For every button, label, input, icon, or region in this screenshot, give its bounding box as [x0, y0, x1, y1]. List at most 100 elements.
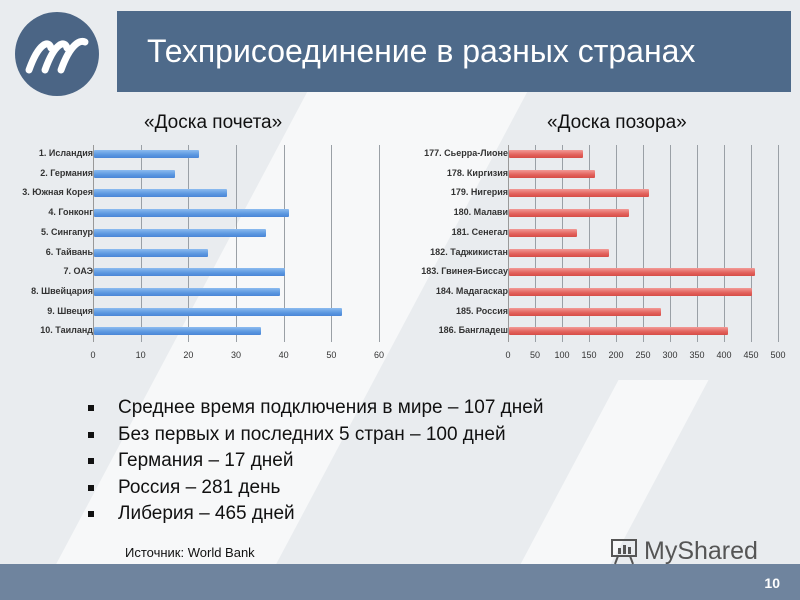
y-axis [508, 145, 509, 342]
gridline [643, 145, 644, 342]
bar-row: 182. Таджикистан [430, 244, 778, 264]
gridline [331, 145, 333, 342]
category-label: 182. Таджикистан [430, 246, 508, 257]
watermark-text: MyShared [644, 536, 758, 565]
gridline [562, 145, 563, 342]
x-tick-label: 60 [373, 350, 385, 360]
x-tick-label: 250 [635, 350, 651, 360]
data-bar [94, 169, 176, 178]
gridline [724, 145, 725, 342]
data-bar [94, 248, 209, 257]
bar-row: 1. Исландия [39, 145, 379, 165]
category-label: 6. Тайвань [45, 246, 93, 257]
data-bar [509, 228, 577, 237]
category-label: 10. Таиланд [40, 325, 93, 336]
gridline [697, 145, 698, 342]
bar-row: 4. Гонконг [48, 204, 379, 224]
bar-row: 177. Сьерра-Лионе [424, 145, 778, 165]
bar-row: 6. Тайвань [46, 244, 379, 264]
category-label: 178. Киргизия [446, 167, 508, 178]
x-tick-label: 200 [608, 350, 624, 360]
x-tick-label: 300 [662, 350, 678, 360]
bar-row: 186. Бангладеш [439, 322, 778, 342]
category-label: 184. Мадагаскар [435, 285, 508, 296]
x-tick-label: 350 [689, 350, 705, 360]
bar-row: 7. ОАЭ [64, 263, 379, 283]
x-tick-label: 20 [183, 350, 194, 360]
category-label: 1. Исландия [38, 148, 93, 158]
x-tick-label: 50 [326, 350, 337, 360]
bullet-item: Без первых и последних 5 стран – 100 дне… [88, 422, 543, 449]
data-bar [94, 228, 266, 237]
category-label: 4. Гонконг [48, 207, 93, 218]
category-label: 9. Швеция [47, 305, 93, 316]
gridline [535, 145, 536, 342]
x-tick-label: 150 [581, 350, 597, 360]
bar-row: 2. Германия [40, 165, 379, 185]
page-number: 10 [764, 575, 780, 591]
x-tick-label: 30 [230, 350, 242, 360]
subtitle-shame-board: «Доска позора» [547, 112, 687, 133]
bar-row: 9. Швеция [47, 303, 379, 323]
category-label: 181. Сенегал [451, 226, 508, 237]
gridline [236, 145, 237, 342]
bar-row: 5. Сингапур [41, 224, 379, 244]
data-bar [509, 189, 650, 198]
company-logo [15, 12, 99, 96]
honor-board-chart: 0 10 20 30 40 50 60 1. Исландия 2. Германия 3. Юж… [22, 145, 384, 360]
data-bar [94, 268, 285, 277]
data-bar [94, 287, 280, 296]
bar-row: 179. Нигерия [451, 184, 778, 204]
gridline [140, 145, 142, 342]
x-tick-label: 450 [743, 350, 759, 360]
bar-row: 183. Гвинея-Биссау [421, 263, 778, 283]
category-label: 8. Швейцария [31, 285, 93, 296]
bar-row: 3. Южная Корея [22, 184, 379, 204]
gridline [670, 145, 671, 342]
x-tick-label: 100 [554, 350, 570, 360]
gridline [379, 145, 380, 342]
presentation-board-icon [611, 539, 637, 565]
bar-row: 184. Мадагаскар [436, 283, 778, 303]
logo-waves-icon [25, 37, 89, 74]
bar-row: 180. Малави [454, 204, 778, 224]
source-note: Источник: World Bank [125, 545, 255, 560]
data-bar [94, 150, 199, 158]
gridline [751, 145, 752, 342]
x-tick-label: 0 [505, 350, 511, 360]
category-label: 177. Сьерра-Лионе [424, 148, 508, 158]
gridline [616, 145, 617, 342]
bar-row: 181. Сенегал [452, 224, 778, 244]
bullet-item: Россия – 281 день [88, 475, 543, 502]
x-tick-label: 500 [770, 350, 786, 360]
footer-bar [0, 564, 800, 600]
category-label: 2. Германия [40, 167, 93, 178]
bullet-item: Либерия – 465 дней [88, 501, 543, 528]
x-tick-label: 0 [90, 350, 96, 360]
shame-board-chart: 0 50 100 150 200 250 300 350 400 450 500 177. Сьерр… [421, 145, 786, 360]
x-tick-label: 50 [529, 350, 541, 360]
category-label: 185. Россия [456, 305, 508, 316]
bullet-list: Среднее время подключения в мире – 107 д… [88, 395, 543, 528]
data-bar [94, 327, 261, 336]
watermark: MyShared [608, 536, 758, 566]
gridline [188, 145, 190, 342]
category-label: 179. Нигерия [450, 187, 508, 198]
bar-row: 8. Швейцария [31, 283, 379, 303]
data-bar [509, 209, 629, 218]
category-label: 186. Бангладеш [438, 325, 508, 336]
bar-row: 185. Россия [456, 303, 778, 323]
page-title: Техприсоединение в разных странах [147, 33, 696, 69]
data-bar [509, 248, 609, 257]
data-bar [94, 209, 290, 218]
data-bar [509, 169, 595, 178]
data-bar [94, 189, 228, 198]
subtitle-honor-board: «Доска почета» [144, 112, 283, 133]
data-bar [94, 307, 342, 316]
category-label: 183. Гвинея-Биссау [421, 266, 508, 277]
category-label: 3. Южная Корея [22, 187, 93, 198]
data-bar [509, 268, 755, 277]
data-bar [509, 150, 583, 158]
x-tick-label: 40 [278, 350, 289, 360]
data-bar [509, 327, 728, 336]
